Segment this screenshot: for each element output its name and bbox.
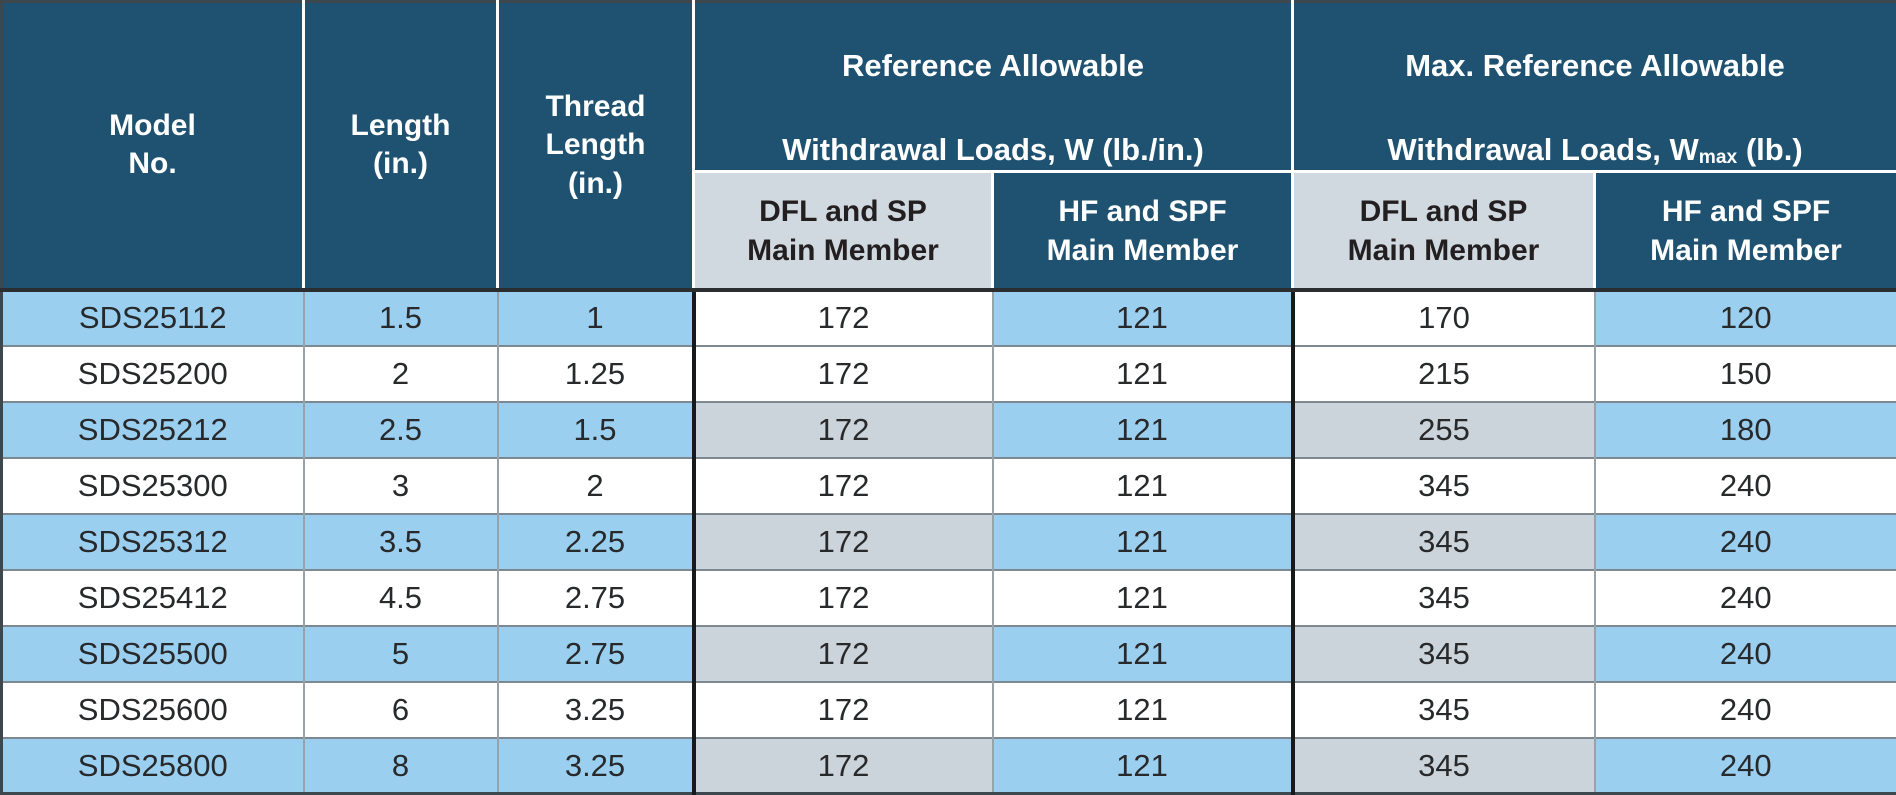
cell-model: SDS25600 (2, 682, 304, 738)
cell-max-dfl-sp: 345 (1293, 570, 1595, 626)
table-body: SDS25112 1.5 1 172 121 170 120 SDS25200 … (2, 290, 1896, 794)
subheader-ref-hf-spf: HF and SPF Main Member (993, 172, 1293, 290)
cell-model: SDS25500 (2, 626, 304, 682)
group-header-reference-allowable: Reference Allowable Withdrawal Loads, W … (694, 2, 1293, 172)
table-row: SDS25200 2 1.25 172 121 215 150 (2, 346, 1896, 402)
table-row: SDS25800 8 3.25 172 121 345 240 (2, 738, 1896, 794)
table-row: SDS25500 5 2.75 172 121 345 240 (2, 626, 1896, 682)
cell-max-dfl-sp: 345 (1293, 514, 1595, 570)
cell-ref-hf-spf: 121 (993, 346, 1293, 402)
cell-thread-length: 1.25 (498, 346, 694, 402)
cell-thread-length: 2 (498, 458, 694, 514)
cell-max-dfl-sp: 345 (1293, 458, 1595, 514)
group-header-line1: Max. Reference Allowable (1405, 48, 1785, 83)
cell-ref-hf-spf: 121 (993, 290, 1293, 346)
cell-max-hf-spf: 240 (1595, 626, 1896, 682)
group-header-line2: Withdrawal Loads, W (lb./in.) (782, 132, 1204, 167)
cell-ref-dfl-sp: 172 (694, 682, 993, 738)
cell-ref-hf-spf: 121 (993, 458, 1293, 514)
cell-max-hf-spf: 150 (1595, 346, 1896, 402)
subheader-max-hf-spf: HF and SPF Main Member (1595, 172, 1896, 290)
cell-length: 3 (304, 458, 498, 514)
subheader-ref-dfl-sp: DFL and SP Main Member (694, 172, 993, 290)
cell-ref-dfl-sp: 172 (694, 290, 993, 346)
subheader-max-dfl-sp: DFL and SP Main Member (1293, 172, 1595, 290)
cell-length: 1.5 (304, 290, 498, 346)
cell-ref-hf-spf: 121 (993, 402, 1293, 458)
group-header-line2-post: (lb.) (1737, 132, 1802, 167)
cell-ref-dfl-sp: 172 (694, 626, 993, 682)
table-row: SDS25600 6 3.25 172 121 345 240 (2, 682, 1896, 738)
cell-ref-dfl-sp: 172 (694, 346, 993, 402)
cell-length: 5 (304, 626, 498, 682)
group-header-line2-pre: Withdrawal Loads, W (1387, 132, 1698, 167)
cell-ref-dfl-sp: 172 (694, 402, 993, 458)
cell-model: SDS25200 (2, 346, 304, 402)
cell-thread-length: 2.75 (498, 626, 694, 682)
cell-ref-dfl-sp: 172 (694, 738, 993, 794)
cell-length: 4.5 (304, 570, 498, 626)
cell-length: 2 (304, 346, 498, 402)
cell-model: SDS25300 (2, 458, 304, 514)
cell-max-hf-spf: 240 (1595, 682, 1896, 738)
cell-ref-hf-spf: 121 (993, 682, 1293, 738)
cell-max-dfl-sp: 345 (1293, 626, 1595, 682)
cell-max-hf-spf: 240 (1595, 570, 1896, 626)
cell-thread-length: 2.75 (498, 570, 694, 626)
withdrawal-loads-table-page: Model No. Length (in.) Thread Length (in… (0, 0, 1896, 750)
cell-max-dfl-sp: 345 (1293, 738, 1595, 794)
group-header-line1: Reference Allowable (842, 48, 1144, 83)
cell-model: SDS25112 (2, 290, 304, 346)
cell-thread-length: 3.25 (498, 738, 694, 794)
cell-length: 6 (304, 682, 498, 738)
cell-thread-length: 2.25 (498, 514, 694, 570)
cell-length: 3.5 (304, 514, 498, 570)
cell-max-dfl-sp: 255 (1293, 402, 1595, 458)
cell-ref-hf-spf: 121 (993, 738, 1293, 794)
table-row: SDS25312 3.5 2.25 172 121 345 240 (2, 514, 1896, 570)
table-row: SDS25412 4.5 2.75 172 121 345 240 (2, 570, 1896, 626)
cell-ref-dfl-sp: 172 (694, 458, 993, 514)
group-header-max-reference-allowable: Max. Reference Allowable Withdrawal Load… (1293, 2, 1896, 172)
cell-max-hf-spf: 240 (1595, 514, 1896, 570)
cell-max-hf-spf: 240 (1595, 458, 1896, 514)
column-header-thread-length: Thread Length (in.) (498, 2, 694, 290)
cell-ref-hf-spf: 121 (993, 514, 1293, 570)
cell-thread-length: 1.5 (498, 402, 694, 458)
table-row: SDS25112 1.5 1 172 121 170 120 (2, 290, 1896, 346)
table-header: Model No. Length (in.) Thread Length (in… (2, 2, 1896, 290)
cell-model: SDS25212 (2, 402, 304, 458)
cell-ref-dfl-sp: 172 (694, 514, 993, 570)
cell-max-dfl-sp: 345 (1293, 682, 1595, 738)
cell-thread-length: 1 (498, 290, 694, 346)
column-header-model-no: Model No. (2, 2, 304, 290)
cell-model: SDS25312 (2, 514, 304, 570)
cell-max-hf-spf: 180 (1595, 402, 1896, 458)
table-row: SDS25300 3 2 172 121 345 240 (2, 458, 1896, 514)
column-header-length: Length (in.) (304, 2, 498, 290)
wmax-subscript: max (1699, 147, 1737, 168)
cell-length: 8 (304, 738, 498, 794)
cell-max-hf-spf: 120 (1595, 290, 1896, 346)
cell-ref-hf-spf: 121 (993, 626, 1293, 682)
cell-max-dfl-sp: 215 (1293, 346, 1595, 402)
cell-ref-dfl-sp: 172 (694, 570, 993, 626)
cell-model: SDS25800 (2, 738, 304, 794)
cell-max-dfl-sp: 170 (1293, 290, 1595, 346)
cell-thread-length: 3.25 (498, 682, 694, 738)
table-row: SDS25212 2.5 1.5 172 121 255 180 (2, 402, 1896, 458)
cell-max-hf-spf: 240 (1595, 738, 1896, 794)
cell-length: 2.5 (304, 402, 498, 458)
cell-ref-hf-spf: 121 (993, 570, 1293, 626)
cell-model: SDS25412 (2, 570, 304, 626)
